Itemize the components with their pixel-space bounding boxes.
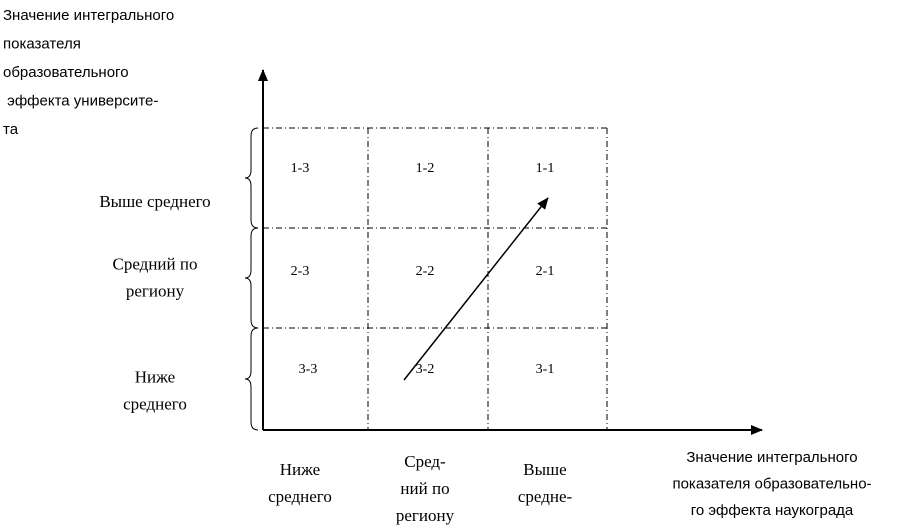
brace [244,227,259,329]
y-axis-label: образовательного [3,64,129,81]
cell-label: 1-2 [416,161,435,176]
row-label: Средний по [113,255,198,274]
labels: Значение интегрального показателя образова… [3,7,872,525]
trend-arrow [403,197,549,381]
x-axis-label: Значение интегрального [686,449,857,466]
x-axis-label: показателя образовательно- [672,476,871,493]
y-axis-label: Значение интегрального [3,7,174,24]
cell-label: 2-3 [291,264,310,279]
cell-label: 2-2 [416,264,435,279]
column-label: региону [396,506,455,525]
column-label: Выше [523,460,566,479]
brace [244,327,259,431]
cell-label: 1-3 [291,161,310,176]
row-label: Ниже [135,368,175,387]
column-label: среднего [268,487,332,506]
grid [263,127,608,430]
braces [244,127,259,431]
cell-label: 2-1 [536,264,555,279]
column-label: средне- [518,487,573,506]
y-axis-label: показателя [3,36,81,53]
row-label: региону [126,282,185,301]
cell-label: 3-2 [416,362,435,377]
row-label: Выше среднего [99,192,210,211]
column-label: Ниже [280,460,320,479]
cell-label: 1-1 [536,161,555,176]
x-axis-label: го эффекта наукограда [691,502,854,519]
brace [244,127,259,229]
row-label: среднего [123,395,187,414]
cell-label: 3-1 [536,362,555,377]
y-axis-label: эффекта университе- [3,93,158,110]
y-axis-label: та [3,121,19,138]
column-label: ний по [400,479,449,498]
cell-label: 3-3 [299,362,318,377]
column-label: Сред- [404,452,446,471]
